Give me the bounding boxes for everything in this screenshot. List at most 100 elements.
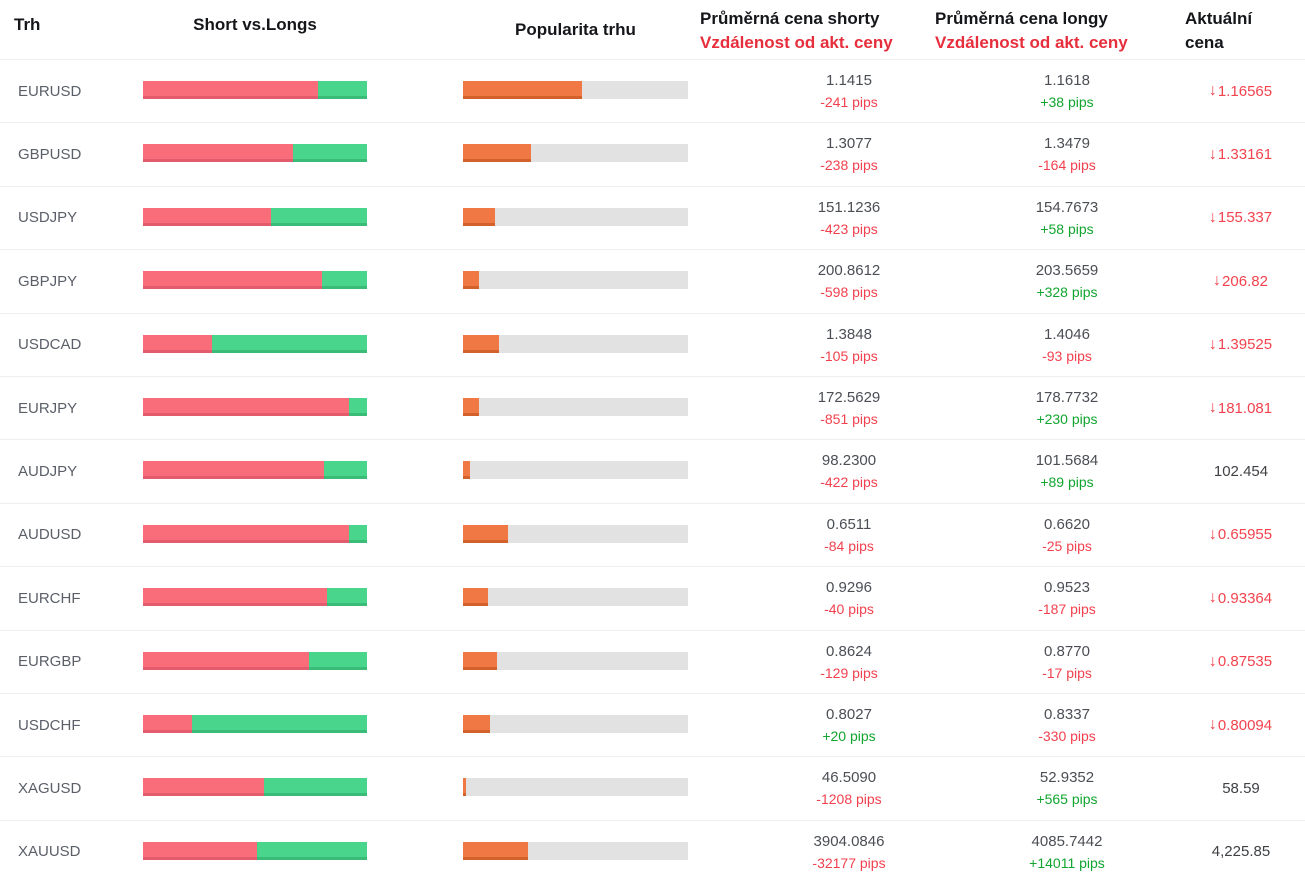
avg-long-price-value: 52.9352: [1039, 769, 1095, 787]
avg-long-price-value: 4085.7442: [1031, 832, 1103, 850]
avg-long-price-value: 154.7673: [1035, 198, 1099, 216]
long-distance-pips: +14011 pips: [1029, 854, 1105, 871]
popularity-cell: [463, 504, 688, 566]
market-symbol: EURGBP: [18, 653, 82, 671]
table-row[interactable]: AUDUSD 0.6511 -84 pips 0.6620 -25 pips ↓…: [0, 502, 1305, 566]
table-row[interactable]: XAUUSD 3904.0846 -32177 pips 4085.7442 +…: [0, 819, 1305, 883]
column-gap: [367, 123, 463, 185]
current-price-value: 0.93364: [1217, 589, 1273, 607]
table-row[interactable]: EURCHF 0.9296 -40 pips 0.9523 -187 pips …: [0, 566, 1305, 629]
popularity-cell: [463, 123, 688, 185]
popularity-bar-track: [463, 271, 688, 290]
short-distance-pips: -32177 pips: [812, 854, 886, 871]
short-vs-longs-cell: [143, 631, 367, 693]
avg-short-price-cell: 3904.0846 -32177 pips: [740, 821, 958, 883]
popularity-cell: [463, 377, 688, 439]
popularity-bar-fill: [463, 207, 495, 226]
current-price-value: 4,225.85: [1211, 843, 1271, 861]
long-distance-pips: +230 pips: [1036, 410, 1098, 427]
longs-bar-segment: [326, 588, 367, 607]
avg-long-price-value: 0.8337: [1044, 705, 1090, 723]
table-row[interactable]: EURGBP 0.8624 -129 pips 0.8770 -17 pips …: [0, 629, 1305, 693]
longs-bar-segment: [324, 461, 367, 480]
avg-long-price-cell: 0.8770 -17 pips: [958, 631, 1176, 693]
avg-short-price-label: Průměrná cena shorty: [700, 9, 880, 28]
current-price-label-line2: cena: [1185, 33, 1224, 52]
popularity-cell: [463, 694, 688, 756]
avg-long-price-value: 1.3479: [1044, 135, 1090, 153]
avg-long-price-cell: 203.5659 +328 pips: [958, 250, 1176, 312]
popularity-bar-fill: [463, 271, 479, 290]
avg-short-price-cell: 46.5090 -1208 pips: [740, 757, 958, 819]
avg-short-price-cell: 98.2300 -422 pips: [740, 440, 958, 502]
table-row[interactable]: USDJPY 151.1236 -423 pips 154.7673 +58 p…: [0, 185, 1305, 249]
column-gap: [688, 250, 740, 312]
current-price-value: 1.16565: [1217, 82, 1273, 100]
table-row[interactable]: EURJPY 172.5629 -851 pips 178.7732 +230 …: [0, 375, 1305, 439]
current-price-value: 181.081: [1217, 399, 1273, 417]
current-price-value: 206.82: [1222, 272, 1268, 290]
column-gap: [367, 377, 463, 439]
current-price-value: 0.80094: [1217, 716, 1273, 734]
current-price-value: 0.87535: [1217, 653, 1273, 671]
popularity-cell: [463, 187, 688, 249]
short-distance-pips: -241 pips: [820, 94, 878, 110]
short-vs-longs-bar: [143, 588, 367, 607]
popularity-cell: [463, 821, 688, 883]
popularity-bar-track: [463, 651, 688, 670]
short-vs-longs-cell: [143, 377, 367, 439]
table-row[interactable]: XAGUSD 46.5090 -1208 pips 52.9352 +565 p…: [0, 756, 1305, 819]
table-row[interactable]: AUDJPY 98.2300 -422 pips 101.5684 +89 pi…: [0, 439, 1305, 502]
short-vs-longs-bar: [143, 461, 367, 480]
table-row[interactable]: EURUSD 1.1415 -241 pips 1.1618 +38 pips …: [0, 59, 1305, 122]
column-gap: [367, 440, 463, 502]
popularity-cell: [463, 567, 688, 629]
short-vs-longs-cell: [143, 187, 367, 249]
popularity-bar-track: [463, 207, 688, 226]
market-symbol: EURCHF: [18, 589, 81, 607]
current-price-cell: ↓ 1.33161: [1176, 123, 1305, 185]
column-gap: [367, 631, 463, 693]
column-gap: [367, 187, 463, 249]
table-header: Trh Short vs.Longs Popularita trhu Průmě…: [0, 0, 1305, 59]
table-row[interactable]: USDCAD 1.3848 -105 pips 1.4046 -93 pips …: [0, 312, 1305, 376]
avg-long-price-value: 178.7732: [1035, 388, 1099, 406]
short-vs-longs-bar: [143, 714, 367, 733]
avg-long-price-cell: 0.6620 -25 pips: [958, 504, 1176, 566]
current-price-cell: ↓ 0.93364: [1176, 567, 1305, 629]
avg-short-price-value: 98.2300: [821, 452, 877, 470]
current-price-cell: ↓ 155.337: [1176, 187, 1305, 249]
column-gap: [688, 631, 740, 693]
table-row[interactable]: USDCHF 0.8027 +20 pips 0.8337 -330 pips …: [0, 692, 1305, 756]
current-price-value: 58.59: [1222, 779, 1260, 797]
price-down-arrow-icon: ↓: [1213, 272, 1222, 290]
short-distance-pips: -84 pips: [824, 537, 874, 554]
long-distance-pips: -25 pips: [1042, 537, 1092, 554]
table-row[interactable]: GBPJPY 200.8612 -598 pips 203.5659 +328 …: [0, 249, 1305, 312]
avg-short-price-value: 200.8612: [817, 262, 881, 280]
column-gap: [688, 187, 740, 249]
popularity-cell: [463, 60, 688, 122]
shorts-bar-segment: [143, 397, 350, 416]
avg-short-price-value: 46.5090: [821, 769, 877, 787]
long-distance-pips: +328 pips: [1036, 284, 1098, 301]
table-row[interactable]: GBPUSD 1.3077 -238 pips 1.3479 -164 pips…: [0, 122, 1305, 185]
current-price-label-line1: Aktuální: [1185, 9, 1253, 28]
short-vs-longs-cell: [143, 757, 367, 819]
shorts-bar-segment: [143, 81, 318, 99]
avg-long-price-cell: 154.7673 +58 pips: [958, 187, 1176, 249]
long-distance-pips: +565 pips: [1036, 791, 1098, 808]
popularity-bar-track: [463, 588, 688, 607]
market-symbol: EURJPY: [18, 399, 78, 417]
price-down-arrow-icon: ↓: [1208, 399, 1217, 417]
avg-short-price-cell: 0.8027 +20 pips: [740, 694, 958, 756]
longs-bar-segment: [257, 841, 367, 860]
short-vs-longs-cell: [143, 60, 367, 122]
short-vs-longs-bar: [143, 144, 367, 163]
popularity-bar-track: [463, 778, 688, 797]
popularity-bar-fill: [463, 588, 488, 607]
current-price-value: 155.337: [1217, 209, 1273, 227]
avg-short-price-value: 0.6511: [826, 515, 872, 533]
popularity-bar-fill: [463, 778, 467, 797]
avg-short-price-value: 1.3077: [826, 135, 872, 153]
